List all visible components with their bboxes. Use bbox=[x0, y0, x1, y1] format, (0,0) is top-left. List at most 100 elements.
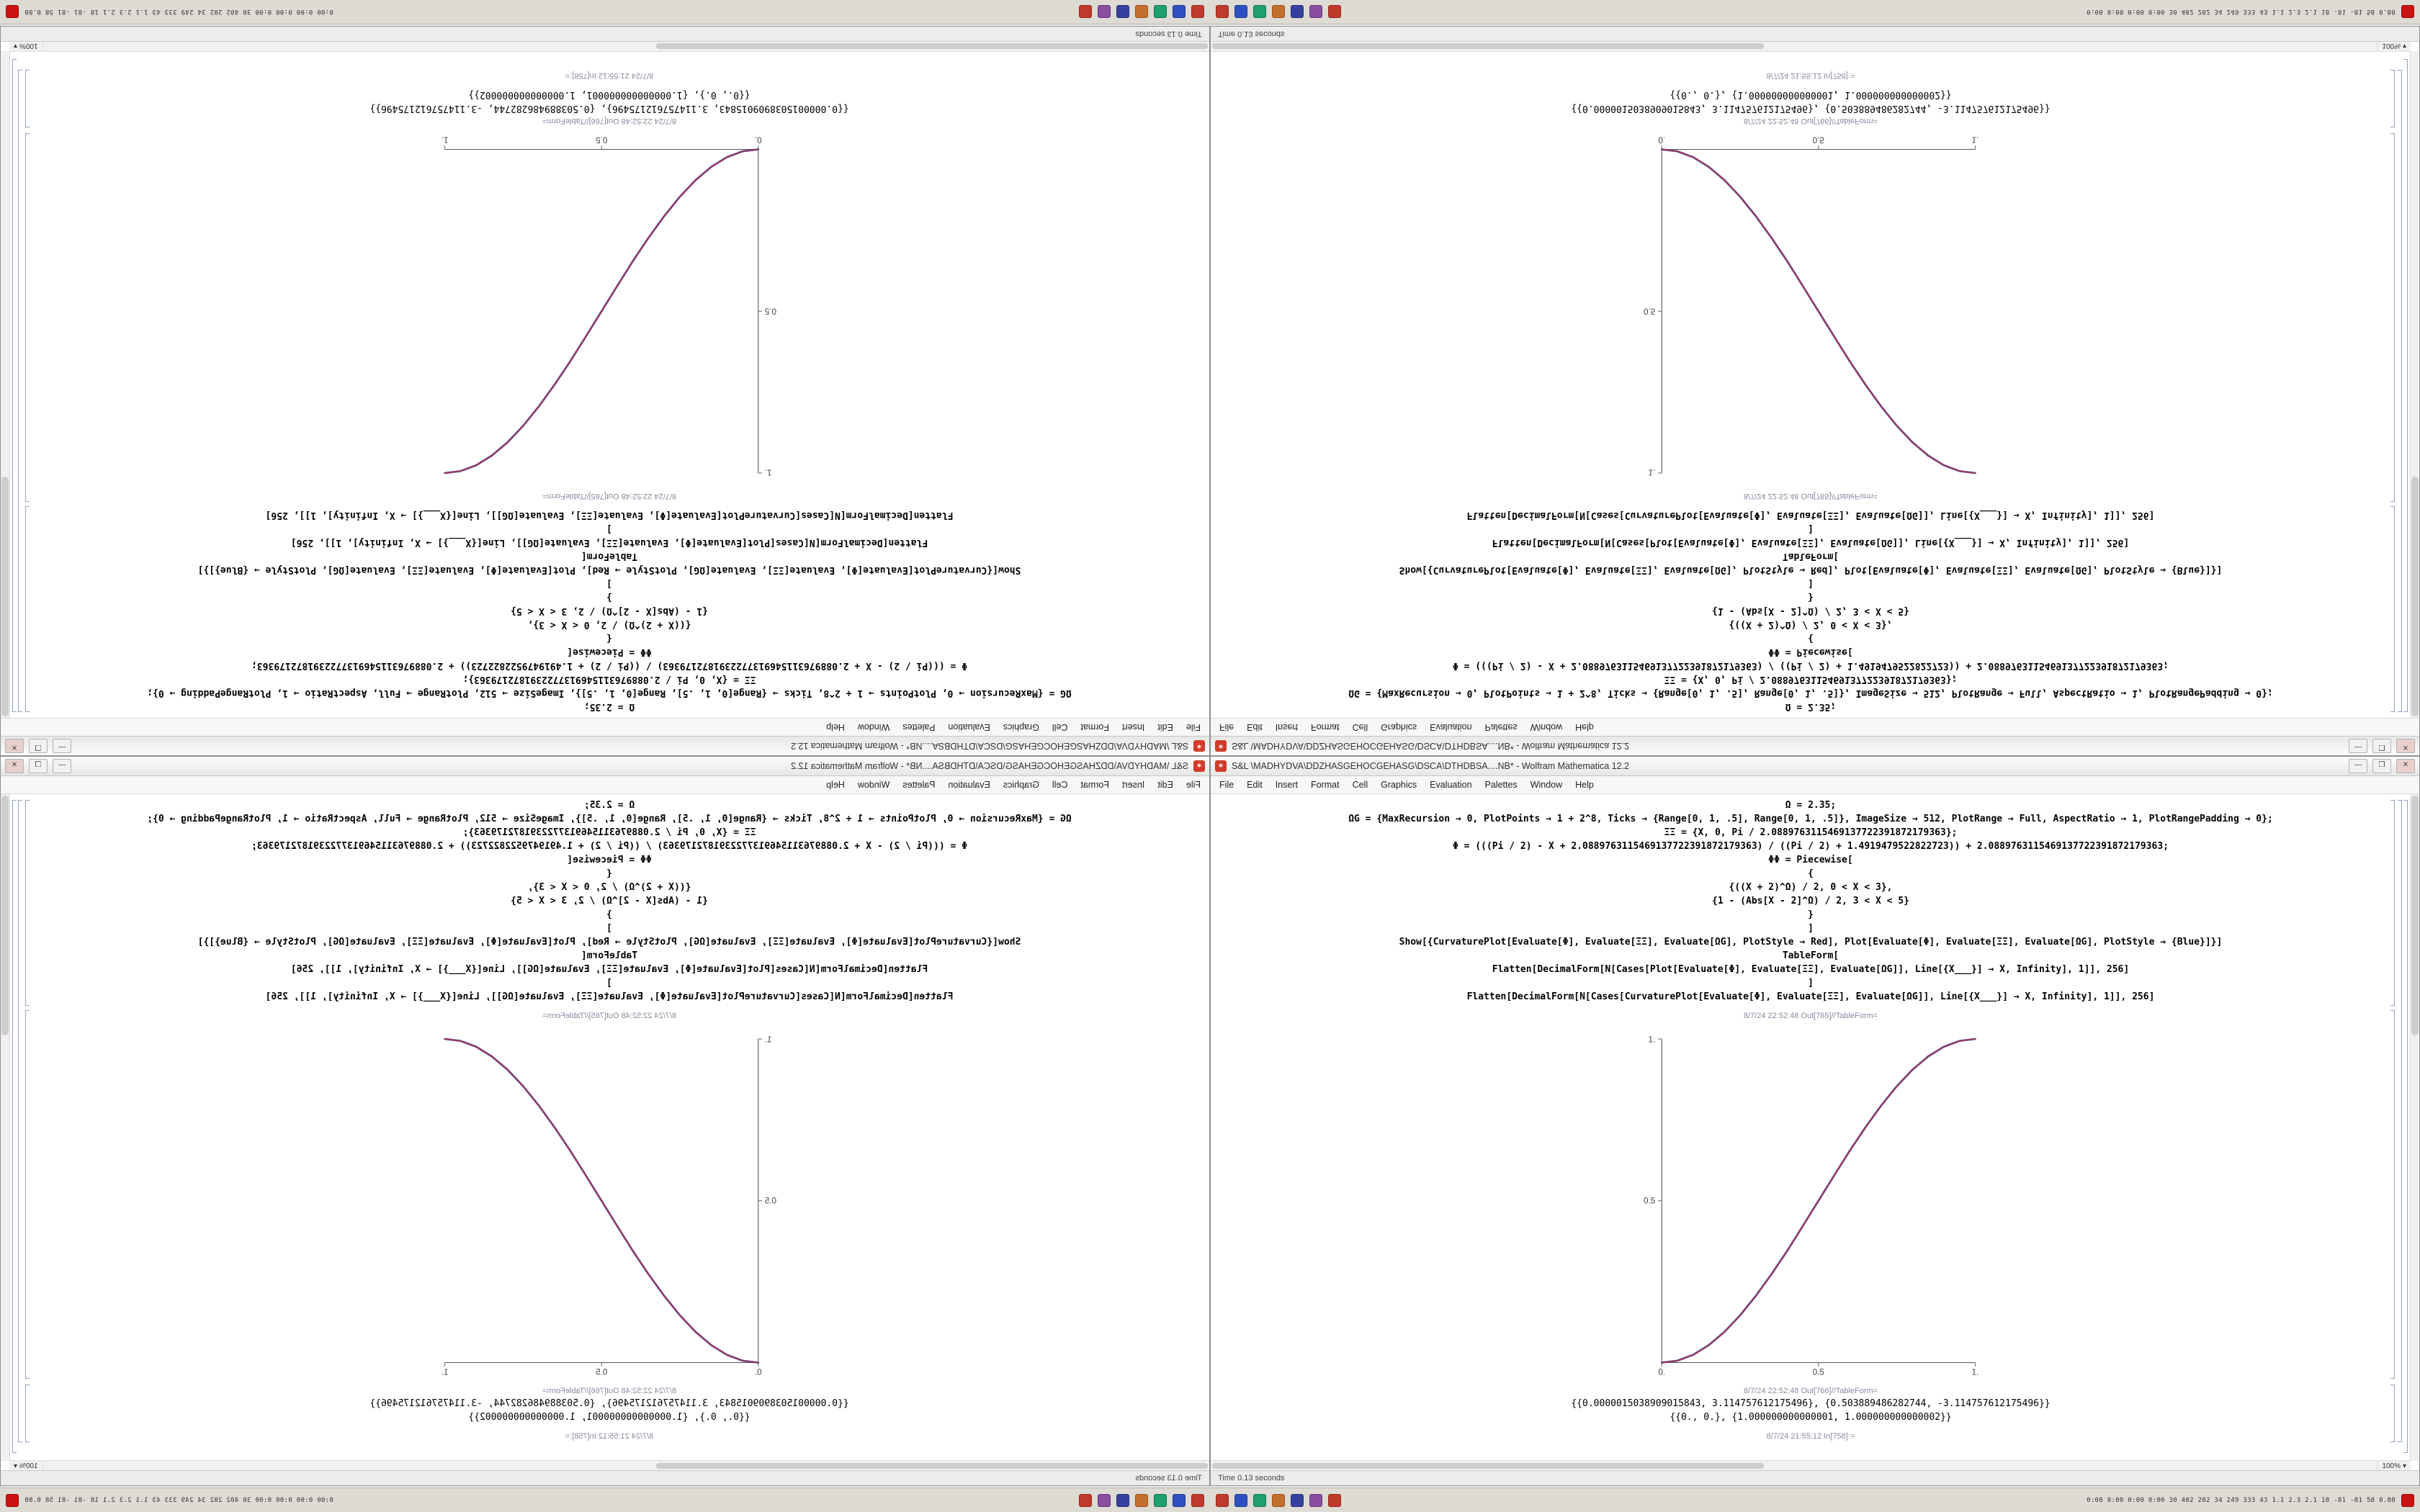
input-cell[interactable]: Flatten[DecimalForm[N[Cases[CurvaturePlo… bbox=[265, 991, 954, 1002]
input-cell[interactable]: Flatten[DecimalForm[N[Cases[Plot[Evaluat… bbox=[290, 964, 928, 975]
taskbar-app-icon-2[interactable] bbox=[1173, 5, 1186, 19]
input-cell[interactable]: {1 - (Abs[X - 2]^Ω) / 2, 3 < X < 5} bbox=[1712, 896, 1909, 906]
menu-edit[interactable]: Edit bbox=[1157, 722, 1173, 732]
input-cell[interactable]: Flatten[DecimalForm[N[Cases[CurvaturePlo… bbox=[265, 510, 954, 521]
input-cell[interactable]: { bbox=[1808, 633, 1814, 644]
input-cell[interactable]: {1 - (Abs[X - 2]^Ω) / 2, 3 < X < 5} bbox=[511, 896, 708, 906]
taskbar-app-icon-2[interactable] bbox=[1173, 1493, 1186, 1507]
menu-help[interactable]: Help bbox=[1575, 722, 1594, 732]
menu-window[interactable]: Window bbox=[1530, 780, 1563, 790]
output-cell[interactable]: {{0.0000015038909015843, 3.1147576121754… bbox=[369, 1398, 849, 1409]
menu-window[interactable]: Window bbox=[1530, 722, 1563, 732]
taskbar-app-icon-7[interactable] bbox=[1328, 5, 1341, 19]
input-cell[interactable]: ΩG = {MaxRecursion → 0, PlotPoints → 1 +… bbox=[1348, 688, 2273, 698]
input-cell[interactable]: ] bbox=[606, 923, 612, 934]
close-button[interactable]: ✕ bbox=[5, 739, 24, 753]
taskbar-alert-icon[interactable] bbox=[2401, 1493, 2414, 1507]
input-cell[interactable]: {((X + 2)^Ω) / 2, 0 < X < 3}, bbox=[527, 882, 691, 893]
scrollbar-thumb[interactable] bbox=[2411, 476, 2419, 716]
horizontal-scrollbar[interactable]: 100% ▾ bbox=[1211, 41, 2411, 52]
window-titlebar[interactable]: ✶ S&L \MADHYDVA\DDZHASGEHOCGEHASG\DSCA\D… bbox=[1211, 757, 2419, 776]
input-cell[interactable]: { bbox=[606, 868, 612, 879]
taskbar-app-icon-1[interactable] bbox=[1191, 1493, 1204, 1507]
menu-graphics[interactable]: Graphics bbox=[1003, 722, 1039, 732]
maximize-button[interactable]: ❐ bbox=[2372, 759, 2391, 773]
input-cell[interactable]: {((X + 2)^Ω) / 2, 0 < X < 3}, bbox=[1729, 882, 1893, 893]
cell-bracket[interactable] bbox=[25, 506, 30, 712]
input-cell[interactable]: { bbox=[1808, 868, 1814, 879]
scrollbar-thumb[interactable] bbox=[1212, 43, 1765, 49]
input-cell[interactable]: ] bbox=[1808, 923, 1814, 934]
minimize-button[interactable]: — bbox=[2349, 739, 2367, 753]
menu-window[interactable]: Window bbox=[857, 780, 890, 790]
vertical-scrollbar[interactable] bbox=[2410, 51, 2419, 718]
input-cell[interactable]: Flatten[DecimalForm[N[Cases[Plot[Evaluat… bbox=[290, 537, 928, 548]
zoom-control[interactable]: 100% ▾ bbox=[2377, 1461, 2411, 1471]
input-cell[interactable]: ΩG = {MaxRecursion → 0, PlotPoints → 1 +… bbox=[147, 814, 1072, 824]
menu-graphics[interactable]: Graphics bbox=[1003, 780, 1039, 790]
cell-bracket[interactable] bbox=[2390, 1385, 2395, 1442]
taskbar-alert-icon[interactable] bbox=[6, 1493, 19, 1507]
menu-evaluation[interactable]: Evaluation bbox=[1430, 722, 1472, 732]
cell-group-bracket[interactable] bbox=[12, 800, 17, 1453]
close-button[interactable]: ✕ bbox=[2396, 739, 2415, 753]
input-cell[interactable]: } bbox=[606, 909, 612, 920]
output-cell[interactable]: {{0.0000015038909015843, 3.1147576121754… bbox=[369, 103, 849, 114]
cell-group-bracket[interactable] bbox=[2403, 800, 2408, 1453]
taskbar-app-icon-1[interactable] bbox=[1216, 1493, 1229, 1507]
input-cell[interactable]: TableForm[ bbox=[1782, 950, 1839, 961]
taskbar-app-icon-1[interactable] bbox=[1191, 5, 1204, 19]
output-cell[interactable]: {{0., 0.}, {1.000000000000001, 1.0000000… bbox=[468, 89, 750, 100]
menu-edit[interactable]: Edit bbox=[1247, 722, 1263, 732]
taskbar-app-icon-5[interactable] bbox=[1116, 1493, 1129, 1507]
menu-insert[interactable]: Insert bbox=[1122, 780, 1145, 790]
input-cell[interactable]: Ω = 2.35; bbox=[1785, 800, 1837, 811]
vertical-scrollbar[interactable] bbox=[1, 794, 10, 1461]
menu-graphics[interactable]: Graphics bbox=[1381, 780, 1417, 790]
menu-evaluation[interactable]: Evaluation bbox=[1430, 780, 1472, 790]
taskbar[interactable]: 0:00 0:00 0:00 0:00 30 402 202 34 249 33… bbox=[0, 1488, 1210, 1512]
zoom-control[interactable]: 100% ▾ bbox=[9, 1461, 43, 1471]
cell-group-bracket[interactable] bbox=[18, 70, 22, 712]
input-cell[interactable]: TableForm[ bbox=[581, 950, 638, 961]
input-cell[interactable]: ] bbox=[606, 523, 612, 534]
output-plot[interactable]: 0. 0.5 1. 0.5 1. bbox=[9, 133, 1209, 486]
input-cell[interactable]: } bbox=[1808, 592, 1814, 603]
menu-insert[interactable]: Insert bbox=[1122, 722, 1145, 732]
cell-group-bracket[interactable] bbox=[18, 800, 22, 1442]
input-cell[interactable]: ] bbox=[606, 578, 612, 589]
notebook-content[interactable]: Ω = 2.35; ΩG = {MaxRecursion → 0, PlotPo… bbox=[1211, 51, 2411, 718]
output-plot-graphic[interactable]: 0. 0.5 1. 0.5 1. bbox=[1636, 133, 1986, 486]
menu-file[interactable]: File bbox=[1219, 780, 1234, 790]
taskbar-app-icon-7[interactable] bbox=[1328, 1493, 1341, 1507]
output-plot-graphic[interactable]: 0. 0.5 1. 0.5 1. bbox=[1636, 1026, 1986, 1379]
input-cell[interactable]: Flatten[DecimalForm[N[Cases[Plot[Evaluat… bbox=[1492, 964, 2130, 975]
horizontal-scrollbar[interactable]: 100% ▾ bbox=[9, 41, 1209, 52]
menu-cell[interactable]: Cell bbox=[1052, 780, 1068, 790]
scrollbar-thumb[interactable] bbox=[2411, 796, 2419, 1036]
menu-palettes[interactable]: Palettes bbox=[1484, 722, 1518, 732]
input-cell[interactable]: ΦΦ = Piecewise[ bbox=[1768, 647, 1853, 657]
input-cell[interactable]: ΩG = {MaxRecursion → 0, PlotPoints → 1 +… bbox=[1348, 814, 2273, 824]
close-button[interactable]: ✕ bbox=[5, 759, 24, 773]
menu-cell[interactable]: Cell bbox=[1352, 780, 1368, 790]
input-cell[interactable]: {1 - (Abs[X - 2]^Ω) / 2, 3 < X < 5} bbox=[511, 606, 708, 616]
cell-bracket[interactable] bbox=[2390, 133, 2395, 502]
input-cell[interactable]: ] bbox=[1808, 978, 1814, 989]
menu-file[interactable]: File bbox=[1219, 722, 1234, 732]
input-cell[interactable]: {((X + 2)^Ω) / 2, 0 < X < 3}, bbox=[1729, 619, 1893, 630]
cell-group-bracket[interactable] bbox=[2398, 800, 2402, 1442]
minimize-button[interactable]: — bbox=[2349, 759, 2367, 773]
taskbar-app-icon-4[interactable] bbox=[1135, 1493, 1148, 1507]
taskbar-app-icon-1[interactable] bbox=[1216, 5, 1229, 19]
cell-group-bracket[interactable] bbox=[2398, 70, 2402, 712]
input-cell[interactable]: { bbox=[606, 633, 612, 644]
output-cell[interactable]: {{0., 0.}, {1.000000000000001, 1.0000000… bbox=[1670, 89, 1952, 100]
output-cell[interactable]: {{0.0000015038909015843, 3.1147576121754… bbox=[1571, 1398, 2051, 1409]
input-cell[interactable]: Ω = 2.35; bbox=[583, 701, 635, 712]
menu-help[interactable]: Help bbox=[826, 780, 845, 790]
input-cell[interactable]: Show[{CurvaturePlot[Evaluate[Φ], Evaluat… bbox=[197, 564, 1021, 575]
input-cell[interactable]: Show[{CurvaturePlot[Evaluate[Φ], Evaluat… bbox=[197, 937, 1021, 948]
input-cell[interactable]: Ω = 2.35; bbox=[1785, 701, 1837, 712]
notebook-content[interactable]: Ω = 2.35; ΩG = {MaxRecursion → 0, PlotPo… bbox=[9, 794, 1209, 1461]
